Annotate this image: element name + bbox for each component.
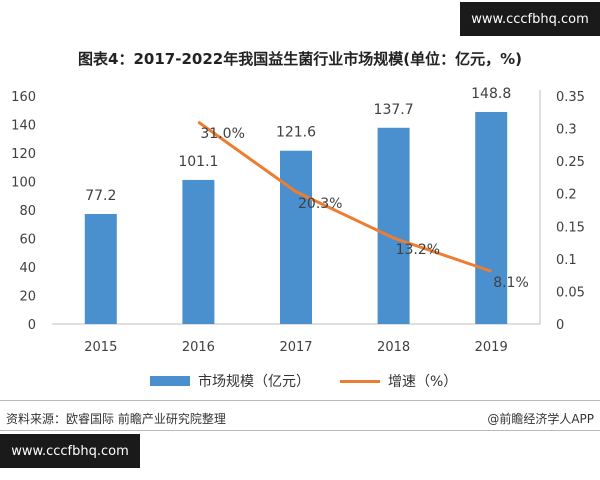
left-tick-label: 120	[11, 147, 36, 162]
bar	[182, 179, 215, 324]
right-tick-label: 0.3	[556, 123, 577, 138]
right-tick-label: 0.25	[556, 155, 585, 170]
bar-value-label: 148.8	[471, 86, 511, 102]
right-axis: 0 0.05 0.1 0.15 0.2 0.25 0.3 0.35	[556, 90, 585, 333]
growth-line: 31.0% 20.3% 13.2% 8.1%	[197, 120, 529, 291]
left-tick-label: 100	[11, 176, 36, 191]
left-tick-label: 140	[11, 119, 36, 134]
credit-note: @前瞻经济学人APP	[487, 412, 594, 426]
left-tick-label: 80	[19, 204, 36, 219]
x-tick-label: 2016	[182, 340, 215, 355]
chart-title: 图表4：2017-2022年我国益生菌行业市场规模(单位：亿元，%)	[78, 50, 522, 68]
bar	[475, 111, 508, 325]
bars: 77.2 101.1 121.6 137.7 148.8	[84, 86, 511, 325]
growth-value-label: 8.1%	[493, 275, 529, 291]
bar	[280, 150, 312, 324]
left-tick-label: 40	[19, 261, 36, 276]
footer-divider-bottom	[0, 430, 600, 431]
bar	[84, 213, 117, 324]
x-axis: 2015 2016 2017 2018 2019	[52, 90, 541, 355]
right-tick-label: 0.35	[556, 90, 585, 105]
watermark-bottom: www.cccfbhq.com	[0, 434, 140, 468]
x-tick-label: 2017	[279, 340, 312, 355]
growth-value-label: 20.3%	[298, 196, 342, 212]
source-note: 资料来源：欧睿国际 前瞻产业研究院整理	[6, 412, 226, 426]
growth-point	[490, 270, 492, 272]
legend-line: 增速（%）	[340, 371, 457, 391]
x-tick-label: 2019	[475, 340, 508, 355]
growth-value-label: 13.2%	[396, 242, 440, 258]
growth-point	[197, 121, 199, 123]
x-tick-label: 2018	[377, 340, 410, 355]
growth-value-label: 31.0%	[200, 126, 244, 142]
right-tick-label: 0.2	[556, 188, 577, 203]
legend-line-label: 增速（%）	[388, 374, 458, 390]
bar	[377, 127, 410, 324]
right-tick-label: 0	[556, 318, 564, 333]
left-tick-label: 0	[28, 318, 36, 333]
legend-bar-label: 市场规模（亿元）	[198, 374, 310, 390]
legend-bar-swatch	[150, 376, 190, 386]
left-tick-label: 160	[11, 90, 36, 105]
legend-line-swatch	[340, 379, 380, 383]
right-tick-label: 0.1	[556, 253, 577, 268]
growth-point	[393, 237, 395, 239]
growth-line-path	[197, 120, 492, 273]
right-tick-label: 0.15	[556, 220, 585, 235]
bar-value-label: 77.2	[85, 188, 116, 204]
legend-bar: 市场规模（亿元）	[150, 371, 310, 391]
x-tick-label: 2015	[84, 340, 117, 355]
bar-value-label: 137.7	[374, 102, 414, 118]
right-tick-label: 0.05	[556, 285, 585, 300]
watermark-top: www.cccfbhq.com	[460, 2, 600, 36]
left-tick-label: 60	[19, 233, 36, 248]
bar-value-label: 121.6	[276, 125, 316, 141]
bar-value-label: 101.1	[178, 154, 218, 170]
left-axis: 0 20 40 60 80 100 120 140 160	[11, 90, 36, 333]
left-tick-label: 20	[19, 290, 36, 305]
footer-divider	[0, 400, 600, 401]
growth-point	[295, 191, 297, 193]
